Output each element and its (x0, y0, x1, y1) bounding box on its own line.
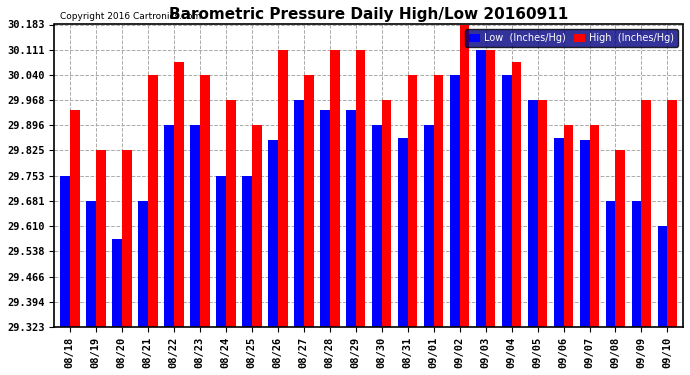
Bar (408, 75, 417, 327)
Bar (667, 100, 678, 327)
Legend: Low  (Inches/Hg), High  (Inches/Hg): Low (Inches/Hg), High (Inches/Hg) (465, 29, 678, 47)
Bar (580, 140, 589, 327)
Bar (199, 75, 210, 327)
Bar (164, 126, 174, 327)
Bar (433, 75, 444, 327)
Bar (642, 100, 651, 327)
Bar (112, 239, 121, 327)
Bar (355, 50, 366, 327)
Bar (486, 50, 495, 327)
Bar (606, 201, 615, 327)
Bar (294, 100, 304, 327)
Bar (346, 110, 355, 327)
Bar (70, 110, 79, 327)
Title: Barometric Pressure Daily High/Low 20160911: Barometric Pressure Daily High/Low 20160… (169, 7, 569, 22)
Bar (424, 126, 433, 327)
Bar (60, 176, 70, 327)
Bar (174, 63, 184, 327)
Bar (138, 201, 148, 327)
Bar (382, 100, 391, 327)
Bar (148, 75, 157, 327)
Bar (564, 126, 573, 327)
Bar (277, 50, 288, 327)
Text: Copyright 2016 Cartronics.com: Copyright 2016 Cartronics.com (61, 12, 201, 21)
Bar (372, 126, 382, 327)
Bar (658, 226, 667, 327)
Bar (86, 201, 96, 327)
Bar (319, 110, 330, 327)
Bar (304, 75, 313, 327)
Bar (268, 140, 277, 327)
Bar (241, 176, 252, 327)
Bar (226, 100, 235, 327)
Bar (450, 75, 460, 327)
Bar (528, 100, 538, 327)
Bar (460, 24, 469, 327)
Bar (121, 150, 132, 327)
Bar (330, 50, 339, 327)
Bar (589, 126, 600, 327)
Bar (615, 150, 625, 327)
Bar (397, 138, 408, 327)
Bar (502, 75, 511, 327)
Bar (252, 126, 262, 327)
Bar (190, 126, 199, 327)
Bar (631, 201, 642, 327)
Bar (538, 100, 547, 327)
Bar (216, 176, 226, 327)
Bar (96, 150, 106, 327)
Bar (553, 138, 564, 327)
Bar (511, 63, 522, 327)
Bar (475, 50, 486, 327)
